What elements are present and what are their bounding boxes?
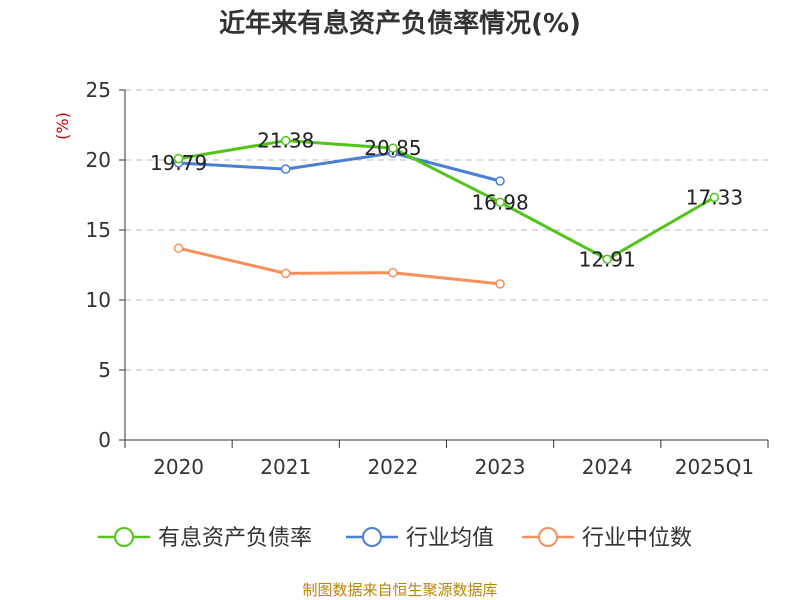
legend-marker-icon xyxy=(538,527,558,547)
data-point xyxy=(388,267,398,278)
x-tick-label: 2025Q1 xyxy=(675,455,754,479)
data-point xyxy=(495,279,505,289)
legend-item-2: 行业中位数 xyxy=(522,526,692,551)
data-point xyxy=(495,197,505,208)
x-tick-label: 2024 xyxy=(582,455,633,479)
source-note: 制图数据来自恒生聚源数据库 xyxy=(302,581,497,599)
data-label: 16.98 xyxy=(471,190,528,214)
legend-label: 行业均值 xyxy=(406,526,494,551)
data-point xyxy=(709,192,720,203)
data-point xyxy=(495,176,505,186)
y-axis-unit-label: (%) xyxy=(53,112,72,140)
y-tick-label: 10 xyxy=(86,288,111,312)
y-tick-label: 15 xyxy=(86,218,111,242)
data-label: 19.79 xyxy=(150,151,207,175)
x-tick-label: 2021 xyxy=(260,455,311,479)
y-tick-label: 20 xyxy=(86,148,111,172)
data-point xyxy=(602,254,612,265)
data-point xyxy=(388,143,398,153)
y-tick-label: 5 xyxy=(98,358,111,382)
axis-layer: 0 5 10 15 20 25 2020 2021 2022 2023 2024 2025Q1 xyxy=(86,78,769,479)
data-label: 12.91 xyxy=(579,247,636,271)
data-point xyxy=(173,243,184,253)
data-point xyxy=(281,164,291,174)
legend-item-1: 行业均值 xyxy=(346,526,494,551)
x-tick-label: 2023 xyxy=(475,455,526,479)
y-tick-label: 25 xyxy=(86,78,111,102)
data-point xyxy=(173,153,184,164)
data-label: 17.33 xyxy=(686,185,743,209)
grid-layer xyxy=(125,89,768,371)
series-layer xyxy=(173,135,720,289)
data-label: 21.38 xyxy=(257,129,314,153)
legend-marker-icon xyxy=(114,527,134,547)
legend-item-0: 有息资产负债率 xyxy=(98,526,312,551)
y-tick-label: 0 xyxy=(98,428,111,452)
data-point xyxy=(281,268,291,279)
legend-marker-icon xyxy=(362,527,382,547)
x-tick-label: 2022 xyxy=(367,455,418,479)
legend-label: 有息资产负债率 xyxy=(158,526,312,551)
data-point xyxy=(281,135,291,146)
legend: 有息资产负债率 行业均值 行业中位数 xyxy=(98,526,692,551)
series-line-1 xyxy=(178,151,501,183)
series-line-0 xyxy=(178,139,716,261)
series-line-2 xyxy=(178,246,501,286)
x-tick-label: 2020 xyxy=(153,455,204,479)
chart-title: 近年来有息资产负债率情况(%) xyxy=(219,8,581,39)
legend-label: 行业中位数 xyxy=(582,526,692,551)
data-label: 20.85 xyxy=(364,136,421,160)
label-layer: 21.38 20.85 16.98 12.91 17.33 19.79 xyxy=(150,129,743,272)
